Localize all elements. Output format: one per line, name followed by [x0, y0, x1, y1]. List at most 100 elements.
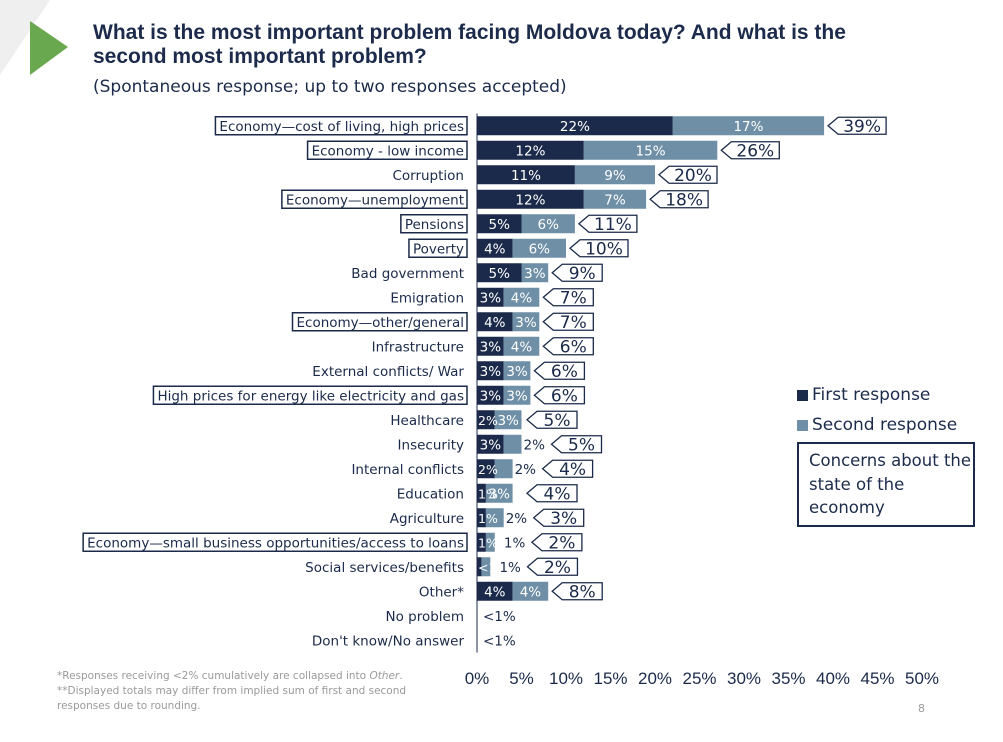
category-label: Agriculture: [390, 511, 464, 527]
total-callout-box: [530, 533, 583, 552]
category-label: Education: [397, 486, 464, 502]
legend-label-second: Second response: [812, 415, 958, 435]
bar-first-response: [477, 532, 486, 552]
total-callout-label: 4%: [544, 484, 571, 504]
x-tick-label: 5%: [509, 669, 534, 688]
total-callout-label: 11%: [594, 215, 632, 235]
legend-item-second: Second response: [797, 410, 957, 440]
data-label-first: 3%: [480, 437, 502, 453]
category-label: Emigration: [390, 290, 464, 306]
total-callout-box: [827, 116, 887, 135]
bar-first-response: [477, 140, 584, 160]
category-label: Economy—other/general: [297, 315, 465, 331]
data-label-second: 6%: [537, 217, 559, 233]
bar-first-response: [477, 336, 504, 356]
data-label-first: 4%: [484, 584, 506, 600]
data-label-second: 1%: [499, 560, 521, 576]
total-callout-box: [542, 337, 594, 356]
total-callout-box: [533, 361, 586, 380]
data-label-first: <1%: [483, 609, 516, 625]
total-callout-label: 5%: [568, 435, 595, 455]
data-label-first: 22%: [560, 119, 590, 135]
x-tick-label: 20%: [638, 669, 672, 688]
category-label-box: [400, 214, 468, 234]
category-label: Pensions: [405, 217, 464, 233]
data-label-second: 4%: [511, 339, 533, 355]
x-tick-label: 10%: [549, 669, 583, 688]
bar-first-response: [477, 508, 486, 528]
x-tick-label: 45%: [860, 669, 894, 688]
footnotes: *Responses receiving <2% cumulatively ar…: [57, 669, 457, 714]
bar-first-response: [477, 116, 673, 136]
category-label: Corruption: [392, 168, 464, 184]
total-callout-label: 20%: [674, 166, 712, 186]
page-number: 8: [918, 702, 925, 715]
x-tick-label: 50%: [905, 669, 939, 688]
total-callout-box: [649, 190, 709, 209]
legend-swatch-second: [797, 419, 808, 431]
category-label-box: [291, 312, 468, 332]
footnote-other-end: .: [399, 670, 403, 682]
total-callout-box: [657, 165, 718, 184]
total-callout-label: 2%: [544, 558, 571, 578]
data-label-first: 4%: [484, 241, 506, 257]
bar-first-response: [477, 581, 513, 601]
data-label-first: <1%: [478, 560, 508, 575]
x-tick-label: 40%: [816, 669, 850, 688]
chart-legend: First response Second response: [797, 380, 957, 440]
total-callout-label: 3%: [550, 509, 577, 529]
bar-second-response: [512, 581, 549, 601]
data-label-first: 3%: [480, 388, 502, 404]
green-arrow-icon: [30, 21, 68, 75]
category-label-box: [152, 385, 468, 405]
footnote-other-em: Other: [369, 670, 400, 682]
data-label-first: 5%: [489, 217, 511, 233]
data-label-first: 3%: [480, 290, 502, 306]
x-tick-label: 25%: [682, 669, 716, 688]
category-label: Infrastructure: [372, 339, 464, 355]
category-label: Internal conflicts: [351, 462, 464, 478]
data-label-first: 2%: [478, 462, 498, 477]
total-callout-box: [525, 410, 578, 429]
bar-first-response: [477, 263, 522, 283]
bar-first-response: [477, 165, 575, 185]
page-title: What is the most important problem facin…: [93, 21, 846, 68]
total-callout-box: [526, 557, 579, 576]
arrow-decoration: [0, 0, 68, 75]
data-label-first: 4%: [484, 315, 506, 331]
category-label: Economy - low income: [312, 143, 464, 159]
data-label-second: 3%: [524, 266, 546, 282]
data-label-first: 3%: [480, 364, 502, 380]
footnote-other-text: *Responses receiving <2% cumulatively ar…: [57, 670, 370, 682]
total-callout-label: 39%: [843, 117, 881, 137]
data-label-first: 1%: [478, 535, 498, 550]
concerns-note-box: Concerns about the state of the economy: [797, 442, 975, 527]
data-label-second: 3%: [515, 315, 537, 331]
bar-first-response: [477, 189, 584, 209]
total-callout-label: 10%: [585, 239, 623, 259]
data-label-first: 2%: [478, 413, 498, 428]
bar-second-response: [503, 287, 540, 307]
page-subtitle: (Spontaneous response; up to two respons…: [93, 77, 567, 97]
legend-label-first: First response: [812, 385, 931, 405]
bar-first-response: [477, 361, 504, 381]
category-label: High prices for energy like electricity …: [157, 388, 464, 404]
total-callout-box: [541, 459, 594, 478]
total-callout-label: 7%: [560, 288, 587, 308]
bar-second-response: [503, 434, 522, 454]
bar-second-response: [512, 238, 566, 258]
data-label-second: 7%: [604, 192, 626, 208]
total-callout-box: [550, 435, 603, 454]
category-label: External conflicts/ War: [312, 364, 464, 380]
category-label-box: [408, 238, 468, 258]
category-label: Other*: [419, 584, 464, 600]
total-callout-label: 6%: [560, 337, 587, 357]
total-callout-box: [577, 214, 638, 233]
category-label: Insecurity: [398, 437, 464, 453]
total-callout-box: [532, 508, 585, 527]
category-label: No problem: [385, 609, 464, 625]
footnote-other: *Responses receiving <2% cumulatively ar…: [57, 669, 457, 684]
category-label: Social services/benefits: [305, 560, 464, 576]
category-label-box: [214, 116, 468, 136]
